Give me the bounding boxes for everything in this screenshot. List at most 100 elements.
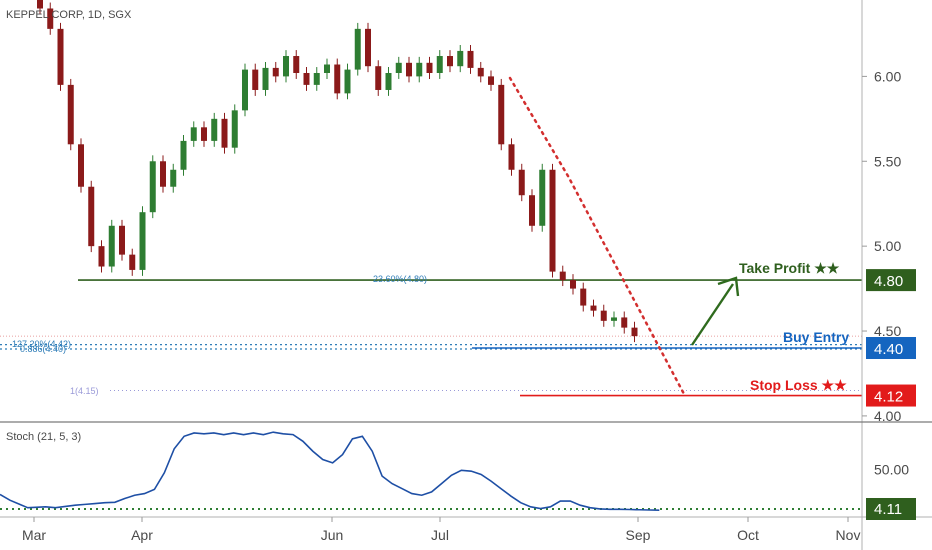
candle-body	[365, 28, 371, 67]
x-tick-label: Oct	[737, 527, 759, 543]
candle-body	[201, 127, 207, 141]
candle-body	[170, 169, 177, 187]
candle-body	[272, 67, 279, 77]
x-tick-label: Sep	[626, 527, 651, 543]
candle-body	[570, 280, 576, 289]
price-tick-label: 5.00	[874, 238, 901, 254]
candle-body	[231, 110, 238, 148]
price-tick-label: 4.50	[874, 323, 901, 339]
candle-body	[611, 317, 617, 321]
candle-body	[621, 317, 628, 328]
candle-body	[129, 254, 136, 270]
candle-body	[529, 195, 535, 226]
trend-layer	[508, 76, 740, 396]
candle-body	[590, 305, 597, 311]
fib-label-1: 1(4.15)	[70, 386, 99, 396]
candle-body	[252, 69, 259, 90]
x-tick-label: Jun	[321, 527, 344, 543]
x-tick-label: Nov	[836, 527, 861, 543]
candle-body	[580, 288, 587, 306]
candle-body	[518, 169, 525, 196]
price-tag-label: 4.80	[874, 273, 903, 290]
stoch-title: Stoch (21, 5, 3)	[6, 431, 81, 443]
candle-body	[242, 69, 248, 111]
candle-body	[416, 62, 423, 77]
price-tag-label: 4.40	[874, 341, 903, 358]
buy-entry-label: Buy Entry	[783, 329, 849, 345]
candle-body	[344, 69, 351, 94]
stoch-line	[0, 431, 660, 511]
candle-body	[78, 144, 84, 187]
candle-body	[375, 66, 382, 90]
candle-body	[221, 118, 228, 148]
level-layer	[0, 279, 862, 397]
take-profit-label: Take Profit ★★	[739, 260, 840, 276]
stoch-value-label: 4.11	[874, 501, 902, 518]
stoch-layer	[0, 431, 862, 511]
fib-label-23-6: 23.60%(4.80)	[373, 274, 427, 284]
candle-body	[37, 0, 43, 9]
candle-body	[149, 161, 156, 213]
candle-body	[600, 310, 607, 321]
projection-trend-line	[508, 76, 686, 396]
fib-label-127-2: 127.20%(4.42)	[12, 339, 71, 349]
candle-body	[498, 84, 505, 145]
x-tick-label: Apr	[131, 527, 153, 543]
price-tick-label: 5.50	[874, 153, 901, 169]
candle-layer	[37, 0, 638, 343]
candle-body	[395, 62, 402, 73]
candle-body	[67, 84, 74, 145]
target-arrow-shaft	[691, 283, 734, 346]
candle-body	[385, 72, 392, 90]
chart-title: KEPPEL CORP, 1D, SGX	[6, 9, 132, 21]
candle-body	[88, 186, 95, 247]
candle-body	[98, 246, 105, 267]
candle-body	[467, 50, 474, 68]
candle-body	[447, 56, 453, 67]
price-tag	[866, 337, 916, 360]
candle-body	[108, 225, 115, 267]
candle-body	[354, 28, 361, 70]
price-tag-label: 4.12	[874, 389, 903, 406]
candle-body	[262, 67, 269, 90]
stoch-value-tag	[866, 498, 916, 520]
candle-body	[303, 72, 310, 85]
candle-body	[426, 62, 433, 73]
candle-body	[457, 50, 464, 67]
candle-body	[180, 140, 187, 170]
candle-body	[477, 67, 484, 77]
stoch-tick-label: 50.00	[874, 462, 909, 478]
price-tick-label: 4.00	[874, 408, 901, 424]
candle-body	[436, 56, 443, 73]
fib-label-0-886: 0.886(4.40)	[20, 344, 66, 354]
candle-body	[139, 212, 146, 270]
price-tag	[866, 384, 916, 407]
candle-body	[47, 8, 54, 29]
candle-body	[119, 225, 125, 255]
price-tick-label: 6.00	[874, 68, 901, 84]
candle-body	[313, 72, 320, 85]
x-tick-label: Jul	[431, 527, 449, 543]
target-arrow-head	[717, 276, 740, 297]
candle-body	[160, 161, 166, 187]
candle-body	[334, 64, 341, 94]
x-tick-label: Mar	[22, 527, 46, 543]
candle-body	[631, 327, 638, 337]
candle-body	[406, 62, 412, 77]
candle-body	[190, 127, 197, 141]
candle-body	[324, 64, 330, 73]
candle-body	[559, 271, 566, 281]
candle-body	[539, 169, 546, 226]
candle-body	[549, 169, 556, 272]
price-tag	[866, 269, 916, 292]
candle-body	[211, 118, 218, 141]
candle-body	[283, 56, 289, 77]
candle-body	[293, 56, 300, 73]
stop-loss-label: Stop Loss ★★	[750, 377, 847, 393]
candle-body	[508, 144, 515, 170]
candle-body	[57, 28, 64, 85]
candle-body	[488, 76, 494, 85]
